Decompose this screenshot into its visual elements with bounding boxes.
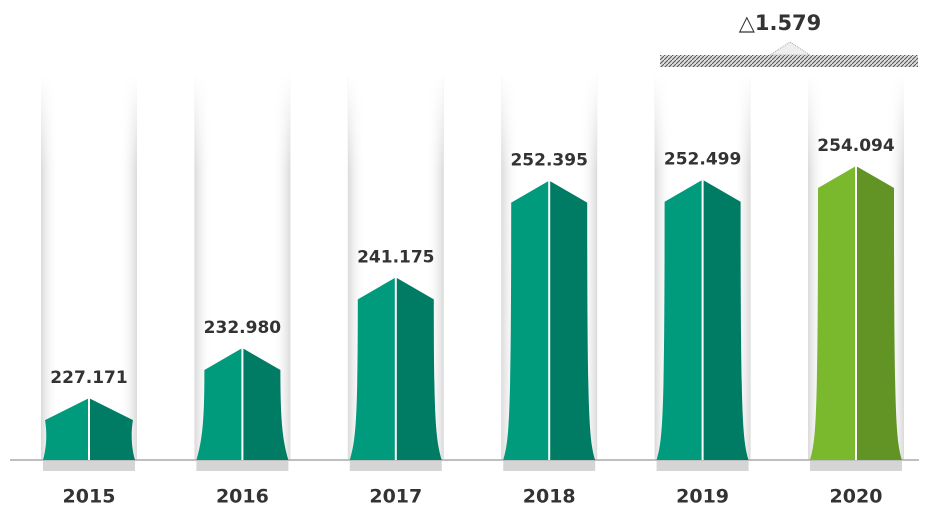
bar-right [242, 348, 289, 460]
bar-left [349, 277, 396, 460]
bar-shadow [656, 461, 749, 471]
annotation-arrow [768, 41, 812, 56]
value-label: 232.980 [204, 318, 282, 338]
bar-shadow [349, 461, 442, 471]
x-tick-label: 2018 [523, 486, 576, 506]
x-tick-label: 2020 [830, 486, 883, 506]
bar-right [702, 179, 749, 461]
bar-left [503, 180, 550, 460]
x-tick-label: 2017 [369, 486, 422, 506]
bar-shadow [43, 461, 135, 471]
bar-left [43, 398, 89, 460]
bar-left [196, 348, 243, 460]
bar [196, 348, 289, 460]
bar-right [395, 277, 442, 460]
background [41, 75, 904, 460]
bar [503, 180, 596, 460]
annotation: △1.579 [739, 11, 822, 35]
bar [810, 165, 902, 460]
x-tick-label: 2015 [63, 486, 116, 506]
value-label: 254.094 [817, 136, 895, 156]
x-tick-label: 2019 [676, 486, 729, 506]
column-fade [41, 75, 137, 460]
bar-shadow [196, 461, 289, 471]
annotation-bar [660, 55, 918, 67]
bar-shadow [503, 461, 596, 471]
value-label: 252.395 [510, 151, 587, 171]
value-label: 241.175 [357, 247, 434, 267]
bar-right [856, 165, 902, 460]
annotation-group: △1.579 [660, 11, 918, 67]
bar [349, 277, 442, 460]
bar [43, 398, 135, 460]
x-tick-label: 2016 [216, 486, 269, 506]
bar-right [549, 180, 596, 460]
bar [656, 179, 749, 461]
bar-right [89, 398, 135, 460]
value-label: 252.499 [664, 150, 741, 170]
bar-left [656, 179, 703, 461]
bar-shadow [810, 461, 902, 471]
value-label: 227.171 [50, 368, 127, 388]
bar-left [810, 165, 856, 460]
